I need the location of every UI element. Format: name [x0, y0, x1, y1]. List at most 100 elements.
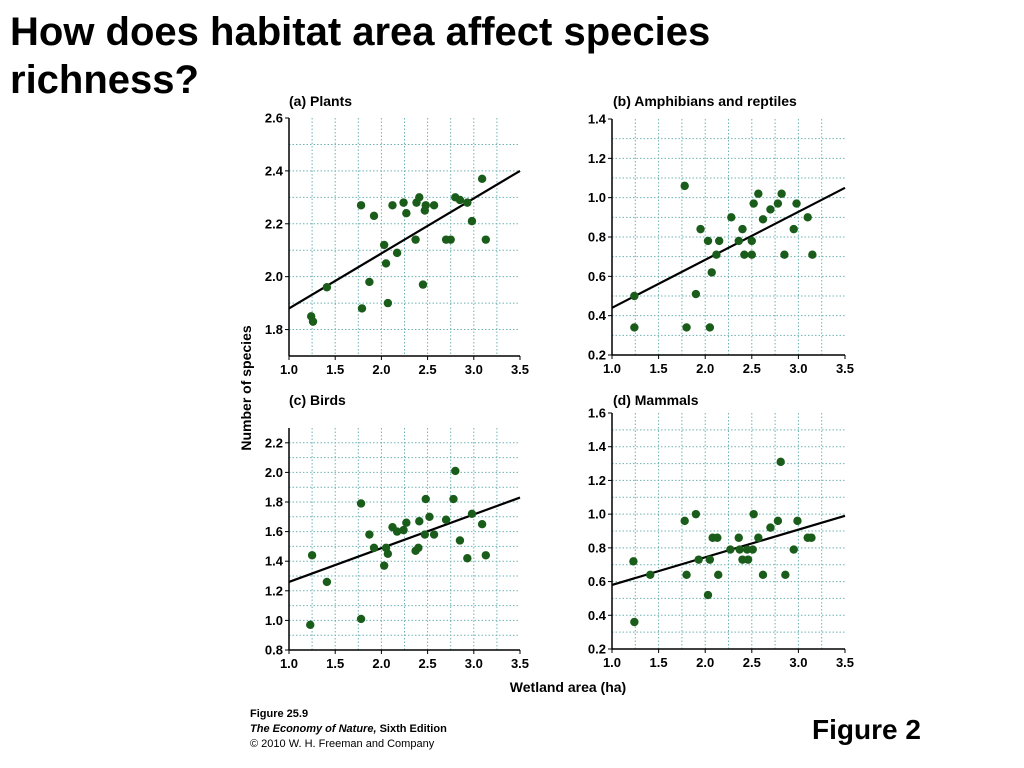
caption-book-line: The Economy of Nature, Sixth Edition — [250, 722, 447, 737]
y-tick-label: 0.8 — [588, 540, 606, 555]
y-tick-label: 2.2 — [265, 435, 283, 450]
data-point — [308, 317, 318, 326]
data-point — [712, 250, 721, 259]
data-point — [402, 518, 411, 527]
data-point — [803, 213, 812, 222]
data-point — [392, 248, 402, 258]
panel-title-birds: (c) Birds — [289, 392, 346, 408]
grid-amphibians-reptiles — [612, 119, 845, 355]
data-point — [747, 250, 756, 259]
data-point — [792, 199, 801, 208]
data-point — [356, 499, 366, 508]
y-tick-label: 2.6 — [265, 111, 283, 126]
panel-mammals: (d) Mammals 0.2 0.4 0.6 0.8 1.0 1.2 1.4 1.6 1.0 1… — [588, 392, 854, 670]
x-tick-label: 2.0 — [696, 655, 714, 670]
data-point — [680, 181, 689, 191]
data-point — [383, 298, 393, 308]
data-point — [781, 570, 790, 580]
y-tick-label: 1.0 — [265, 613, 283, 628]
x-tick-label: 2.5 — [419, 362, 437, 377]
panel-title-amphibians-reptiles: (b) Amphibians and reptiles — [613, 93, 797, 109]
data-point — [421, 201, 430, 210]
data-point — [379, 240, 389, 250]
data-point — [449, 494, 458, 504]
data-point — [420, 530, 430, 539]
x-tick-label: 1.5 — [326, 656, 344, 671]
y-tick-label: 1.4 — [588, 112, 607, 127]
data-point — [734, 236, 743, 246]
x-tick-label: 2.5 — [419, 656, 437, 671]
x-tick-label: 1.0 — [603, 361, 621, 376]
data-point — [630, 323, 639, 332]
y-tick-label: 2.0 — [265, 465, 283, 480]
data-point — [429, 201, 439, 210]
data-point — [451, 466, 460, 476]
data-point — [707, 268, 716, 277]
data-point — [691, 289, 701, 299]
caption-figure-number: Figure 25.9 — [250, 708, 309, 720]
data-point — [463, 198, 472, 207]
y-tick-label: 1.4 — [588, 439, 607, 454]
data-point — [789, 545, 798, 554]
data-point — [680, 516, 689, 526]
x-tick-label: 3.5 — [511, 656, 529, 671]
y-tick-label: 2.0 — [265, 269, 283, 284]
y-tick-label: 1.4 — [265, 554, 284, 569]
data-point — [388, 201, 397, 210]
data-point — [421, 494, 430, 504]
data-point — [467, 509, 477, 519]
x-tick-label: 3.5 — [511, 362, 529, 377]
data-point — [481, 551, 491, 560]
data-point — [646, 570, 655, 580]
data-point — [789, 224, 798, 234]
panel-birds: (c) Birds 0.81.01.21.41.61.82.02.21.0 1.5… — [265, 392, 529, 671]
data-point — [477, 174, 487, 184]
data-point — [754, 533, 763, 542]
y-tick-label: 1.6 — [588, 406, 606, 421]
y-tick-label: 0.6 — [588, 574, 606, 589]
data-point — [365, 530, 374, 539]
data-point — [773, 516, 783, 526]
panel-title-plants: (a) Plants — [289, 93, 352, 109]
data-point — [766, 523, 775, 532]
slide-title: How does habitat area affect species ric… — [10, 10, 711, 102]
data-point — [369, 543, 379, 553]
x-tick-label: 1.0 — [280, 656, 298, 671]
y-tick-label: 1.8 — [265, 495, 283, 510]
x-tick-label: 3.0 — [789, 361, 807, 376]
data-point — [738, 224, 747, 234]
data-point — [682, 323, 691, 332]
data-point — [734, 533, 743, 542]
caption-copyright: © 2010 W. H. Freeman and Company — [250, 738, 435, 750]
y-tick-label: 0.8 — [265, 643, 283, 658]
y-axis-label: Number of species — [238, 325, 254, 450]
y-tick-label: 1.0 — [588, 507, 606, 522]
data-point — [766, 205, 775, 214]
data-point — [749, 199, 758, 208]
data-point — [776, 457, 785, 467]
data-point — [357, 304, 367, 313]
data-point — [411, 235, 420, 244]
data-point — [418, 280, 428, 289]
grid-birds — [289, 428, 520, 650]
y-tick-label: 1.6 — [265, 524, 283, 539]
data-point — [758, 570, 768, 580]
data-point — [714, 236, 724, 246]
data-point — [773, 199, 783, 208]
y-tick-label: 1.2 — [588, 473, 606, 488]
regression-line — [611, 186, 846, 309]
data-point — [392, 527, 402, 536]
x-axis-label: Wetland area (ha) — [510, 679, 626, 695]
data-point — [682, 570, 691, 580]
regression-line — [288, 496, 521, 583]
caption-book-title: The Economy of Nature, — [250, 723, 377, 735]
data-point — [467, 216, 477, 226]
data-point — [740, 250, 749, 259]
data-point — [630, 617, 639, 627]
data-point — [780, 250, 789, 259]
data-point — [747, 236, 756, 246]
data-point — [441, 515, 451, 524]
data-point — [463, 554, 472, 563]
data-point — [735, 545, 744, 554]
